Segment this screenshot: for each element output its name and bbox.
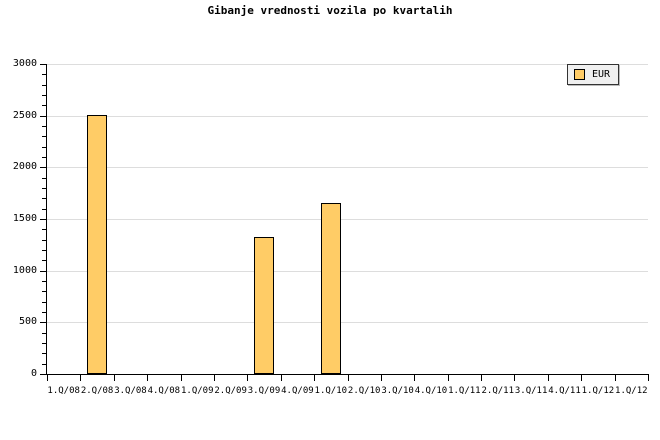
y-axis-tick-label: 0	[30, 368, 37, 379]
x-axis-tick-label: 2.Q/11	[481, 386, 514, 396]
x-axis-tick	[180, 375, 182, 381]
y-axis-minor-tick	[42, 229, 46, 231]
y-axis-tick	[40, 374, 46, 375]
x-axis-tick-label: 2.Q/09	[214, 386, 247, 396]
y-axis-minor-tick	[42, 157, 46, 158]
y-axis-tick	[40, 322, 46, 324]
x-axis-tick	[147, 375, 149, 381]
x-axis-tick	[347, 375, 349, 381]
x-axis-tick-label: 1.Q/12	[581, 386, 615, 396]
legend[interactable]: EUR	[567, 64, 620, 85]
x-axis-tick-label: 1.Q/09	[180, 386, 214, 396]
x-axis-tick	[213, 375, 215, 381]
y-axis-tick	[40, 219, 46, 220]
y-axis-minor-tick	[42, 239, 46, 241]
x-axis-tick	[414, 375, 416, 381]
y-axis-tick-label: 1500	[12, 213, 37, 224]
y-axis-tick	[40, 64, 46, 65]
y-axis-tick-label: 3000	[12, 58, 37, 69]
y-axis-minor-tick	[42, 281, 46, 282]
y-axis-minor-tick	[42, 301, 46, 303]
x-axis-tick	[80, 375, 82, 381]
x-axis-tick	[514, 375, 516, 381]
gridline	[47, 167, 648, 169]
x-axis-tick-label: 3.Q/11	[514, 386, 548, 396]
gridline	[47, 219, 648, 220]
y-axis-minor-tick	[42, 198, 46, 200]
x-axis-tick-label: 1.Q/11	[448, 386, 481, 396]
y-axis-minor-tick	[42, 260, 46, 262]
gridline	[47, 322, 648, 324]
x-axis-tick-label: 2.Q/10	[347, 386, 381, 396]
x-axis-tick-label: 2.Q/08	[80, 386, 114, 396]
y-axis-tick	[40, 270, 46, 272]
x-axis-tick	[481, 375, 483, 381]
x-axis-tick-label: 4.Q/11	[548, 386, 581, 396]
y-axis-minor-tick	[42, 343, 46, 344]
bar[interactable]	[254, 237, 275, 374]
x-axis-tick	[113, 375, 115, 381]
gridline	[47, 64, 648, 65]
legend-swatch-eur	[574, 69, 585, 80]
y-axis-minor-tick	[42, 84, 46, 86]
x-axis-tick	[447, 375, 449, 381]
y-axis-tick-label: 2000	[12, 161, 37, 173]
y-axis-tick-label: 500	[18, 316, 37, 328]
y-axis-tick	[40, 167, 46, 169]
gridline	[47, 270, 648, 272]
x-axis-tick-label: 1.Q/12	[615, 386, 648, 396]
x-axis-tick-label: 3.Q/10	[381, 386, 414, 396]
x-axis-tick	[280, 375, 282, 381]
x-axis-tick	[47, 375, 48, 381]
y-axis-tick	[40, 115, 46, 117]
y-axis-minor-tick	[42, 250, 46, 251]
y-axis-minor-tick	[42, 208, 46, 210]
gridline	[47, 115, 648, 117]
y-axis-minor-tick	[42, 291, 46, 293]
legend-label-eur: EUR	[592, 69, 611, 80]
y-axis-minor-tick	[42, 146, 46, 148]
y-axis-minor-tick	[42, 105, 46, 107]
chart-title: Gibanje vrednosti vozila po kvartalih	[207, 4, 453, 17]
y-axis-minor-tick	[42, 312, 46, 313]
y-axis-tick-label: 1000	[12, 264, 37, 276]
x-axis-tick-label: 4.Q/09	[281, 386, 314, 396]
bar[interactable]	[87, 114, 108, 374]
x-axis-tick-label: 1.Q/10	[314, 386, 348, 396]
y-axis-minor-tick	[42, 353, 46, 355]
x-axis-tick	[581, 375, 583, 381]
y-axis-minor-tick	[42, 126, 46, 127]
x-axis-tick-label: 3.Q/09	[247, 386, 281, 396]
y-axis-minor-tick	[42, 177, 46, 179]
y-axis-minor-tick	[42, 188, 46, 189]
y-axis-minor-tick	[42, 332, 46, 334]
x-axis-tick-label: 3.Q/08	[114, 386, 147, 396]
x-axis-tick-label: 4.Q/08	[147, 386, 181, 396]
x-axis-tick-label: 1.Q/08	[47, 386, 80, 396]
x-axis-tick	[314, 375, 316, 381]
y-axis-minor-tick	[42, 136, 46, 138]
y-axis-tick-label: 2500	[12, 109, 37, 121]
y-axis-line	[46, 64, 47, 375]
x-axis-tick	[547, 375, 549, 381]
bar[interactable]	[320, 202, 341, 374]
x-axis-tick	[614, 375, 616, 381]
x-axis-tick	[380, 375, 382, 381]
y-axis-minor-tick	[42, 74, 46, 76]
plot-area	[47, 64, 648, 374]
x-axis-tick	[648, 375, 649, 381]
x-axis-line	[46, 374, 649, 375]
y-axis-minor-tick	[42, 363, 46, 365]
x-axis-tick	[247, 375, 249, 381]
y-axis-minor-tick	[42, 95, 46, 96]
x-axis-tick-label: 4.Q/10	[414, 386, 448, 396]
